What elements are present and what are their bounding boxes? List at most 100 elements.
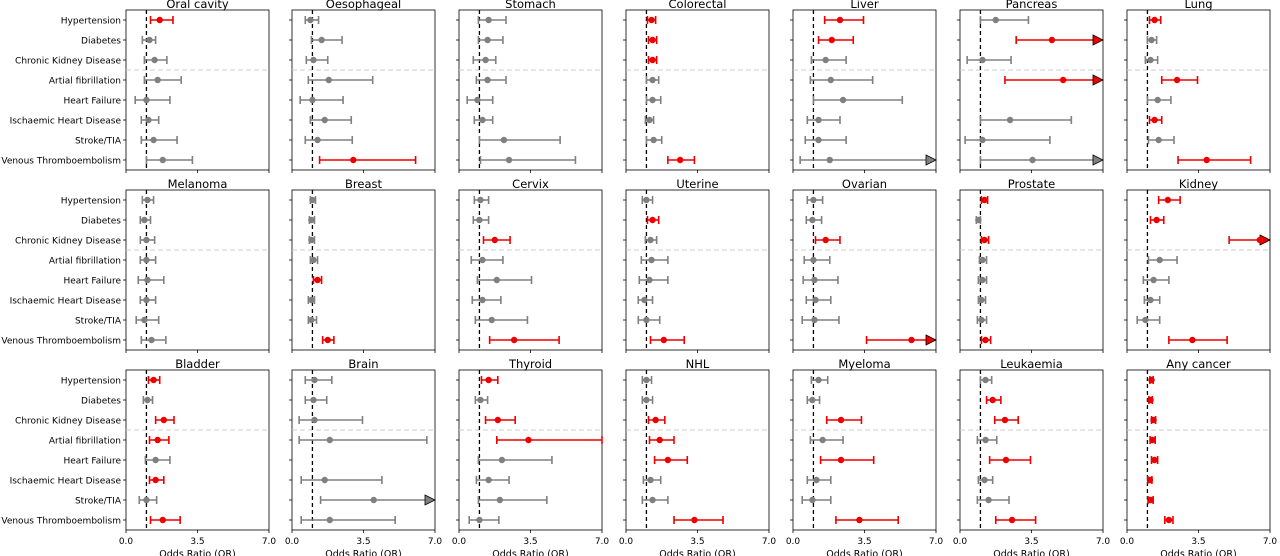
or-point [144, 196, 151, 204]
or-point [484, 36, 491, 44]
or-point [1149, 436, 1156, 444]
forest-panel-cervix: Cervix [456, 177, 603, 353]
or-point [308, 316, 315, 324]
or-point [1148, 36, 1155, 44]
or-point [482, 56, 489, 64]
forest-panel-bladder: Bladder Hypertension Diabetes Chronic Kidne… [1, 357, 276, 556]
or-point [477, 396, 484, 404]
or-point [159, 156, 166, 164]
or-point [310, 56, 317, 64]
or-point [479, 296, 486, 304]
y-tick-label: Ischaemic Heart Disease [10, 297, 122, 307]
or-point [981, 196, 988, 204]
forest-panel-breast: Breast [289, 177, 436, 353]
or-point [989, 396, 996, 404]
or-point [324, 336, 331, 344]
panel-title: Pancreas [1006, 0, 1058, 11]
or-point [1147, 396, 1154, 404]
or-point [321, 476, 328, 484]
or-point [978, 316, 985, 324]
y-tick-label: Hypertension [61, 197, 121, 207]
y-tick-label: Chronic Kidney Disease [15, 237, 121, 247]
or-point [500, 136, 508, 144]
forest-panel-oesophageal: Oesophageal [289, 0, 436, 173]
ci-arrow [925, 334, 937, 346]
y-tick-label: Venous Thromboembolism [1, 337, 121, 347]
or-point [1059, 76, 1067, 84]
or-point [505, 156, 513, 164]
or-point [1173, 76, 1181, 84]
or-point [314, 276, 321, 284]
or-point [664, 456, 672, 464]
or-point [370, 496, 377, 504]
or-point [159, 516, 166, 524]
forest-panel-leukaemia: Leukaemia 0.0 3.5 7.0 Odds Ratio (OR) [953, 357, 1111, 556]
x-tick-label: 3.5 [523, 537, 537, 547]
or-point [145, 116, 152, 124]
y-tick-label: Stroke/TIA [75, 497, 122, 507]
x-tick-label: 7.0 [262, 537, 277, 547]
or-point [310, 256, 317, 264]
panel-title: Ovarian [842, 177, 887, 191]
or-point [1151, 16, 1158, 24]
or-point [815, 116, 822, 124]
forest-panel-kidney: Kidney [1124, 177, 1271, 353]
panel-title: Breast [345, 177, 382, 191]
panel-frame [458, 9, 603, 171]
or-point [1164, 196, 1172, 204]
or-point [649, 56, 656, 64]
or-point [643, 396, 650, 404]
or-point [646, 276, 653, 284]
panel-frame [625, 9, 770, 171]
or-point [646, 116, 653, 124]
x-tick-label: 3.5 [356, 537, 370, 547]
or-point [151, 56, 158, 64]
or-point [143, 96, 150, 104]
or-point [979, 256, 986, 264]
or-point [141, 216, 148, 224]
or-point [822, 236, 829, 244]
or-point [1142, 316, 1149, 324]
panel-frame [291, 189, 436, 351]
panel-title: Leukaemia [1000, 357, 1063, 371]
or-point [1151, 456, 1158, 464]
y-tick-label: Artial fibrillation [49, 437, 121, 447]
panel-title: Myeloma [838, 357, 890, 371]
panel-frame [792, 369, 937, 531]
or-point [152, 476, 159, 484]
or-point [143, 296, 150, 304]
or-point [827, 76, 834, 84]
x-tick-label: 3.5 [690, 537, 704, 547]
panel-frame [458, 189, 603, 351]
or-point [836, 16, 844, 24]
panel-title: Prostate [1008, 177, 1055, 191]
forest-panel-stomach: Stomach [456, 0, 603, 173]
or-point [160, 416, 167, 424]
panel-title: Brain [348, 357, 378, 371]
or-point [318, 36, 325, 44]
or-point [643, 196, 650, 204]
or-point [839, 96, 847, 104]
x-tick-label: 0.0 [953, 537, 968, 547]
or-point [148, 336, 155, 344]
or-point [978, 296, 985, 304]
panel-title: NHL [686, 357, 710, 371]
y-tick-label: Diabetes [81, 37, 121, 47]
or-point [1002, 456, 1010, 464]
x-axis-label: Odds Ratio (OR) [659, 549, 735, 556]
or-point [154, 436, 161, 444]
y-tick-label: Heart Failure [63, 277, 121, 287]
x-tick-label: 3.5 [190, 537, 204, 547]
panel-frame [959, 9, 1104, 171]
x-tick-label: 0.0 [119, 537, 134, 547]
panel-title: Oesophageal [326, 0, 401, 11]
or-point [1029, 156, 1036, 164]
or-point [649, 496, 656, 504]
x-tick-label: 0.0 [619, 537, 634, 547]
panel-frame [625, 189, 770, 351]
or-point [144, 396, 151, 404]
panel-frame [792, 189, 937, 351]
y-tick-label: Ischaemic Heart Disease [10, 477, 122, 487]
or-point [308, 236, 315, 244]
or-point [649, 216, 656, 224]
